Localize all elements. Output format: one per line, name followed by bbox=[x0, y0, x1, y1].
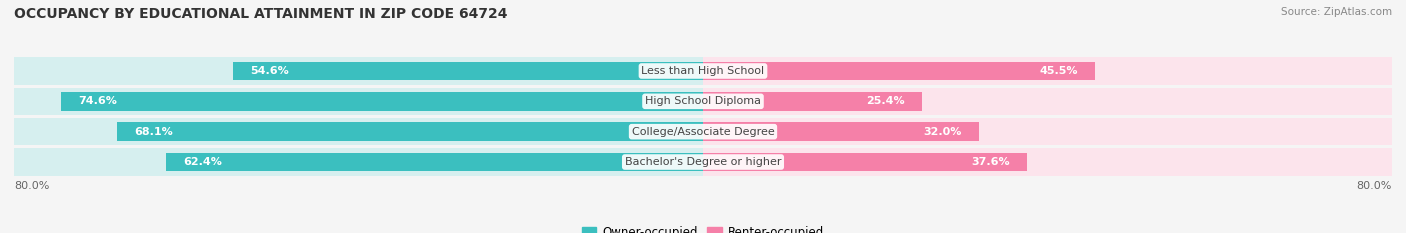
Bar bbox=[703, 148, 1392, 176]
Text: 80.0%: 80.0% bbox=[14, 181, 49, 191]
Text: Source: ZipAtlas.com: Source: ZipAtlas.com bbox=[1281, 7, 1392, 17]
Text: 37.6%: 37.6% bbox=[972, 157, 1010, 167]
Bar bbox=[703, 88, 1392, 115]
Bar bbox=[14, 148, 703, 176]
Text: 25.4%: 25.4% bbox=[866, 96, 904, 106]
Text: Less than High School: Less than High School bbox=[641, 66, 765, 76]
Bar bbox=[703, 153, 1026, 171]
Text: 32.0%: 32.0% bbox=[922, 127, 962, 137]
Bar bbox=[166, 153, 703, 171]
Text: 62.4%: 62.4% bbox=[183, 157, 222, 167]
Bar bbox=[60, 92, 703, 111]
Bar bbox=[14, 88, 703, 115]
Text: 45.5%: 45.5% bbox=[1039, 66, 1077, 76]
Bar bbox=[117, 122, 703, 141]
Text: High School Diploma: High School Diploma bbox=[645, 96, 761, 106]
Text: Bachelor's Degree or higher: Bachelor's Degree or higher bbox=[624, 157, 782, 167]
Bar bbox=[703, 57, 1392, 85]
Bar bbox=[703, 62, 1095, 80]
Text: 68.1%: 68.1% bbox=[134, 127, 173, 137]
Text: 74.6%: 74.6% bbox=[77, 96, 117, 106]
Bar bbox=[233, 62, 703, 80]
Legend: Owner-occupied, Renter-occupied: Owner-occupied, Renter-occupied bbox=[578, 221, 828, 233]
Bar bbox=[14, 118, 703, 145]
Bar bbox=[703, 92, 922, 111]
Bar bbox=[703, 118, 1392, 145]
Text: 54.6%: 54.6% bbox=[250, 66, 288, 76]
Bar bbox=[703, 122, 979, 141]
Text: College/Associate Degree: College/Associate Degree bbox=[631, 127, 775, 137]
Bar bbox=[14, 57, 703, 85]
Text: OCCUPANCY BY EDUCATIONAL ATTAINMENT IN ZIP CODE 64724: OCCUPANCY BY EDUCATIONAL ATTAINMENT IN Z… bbox=[14, 7, 508, 21]
Text: 80.0%: 80.0% bbox=[1357, 181, 1392, 191]
